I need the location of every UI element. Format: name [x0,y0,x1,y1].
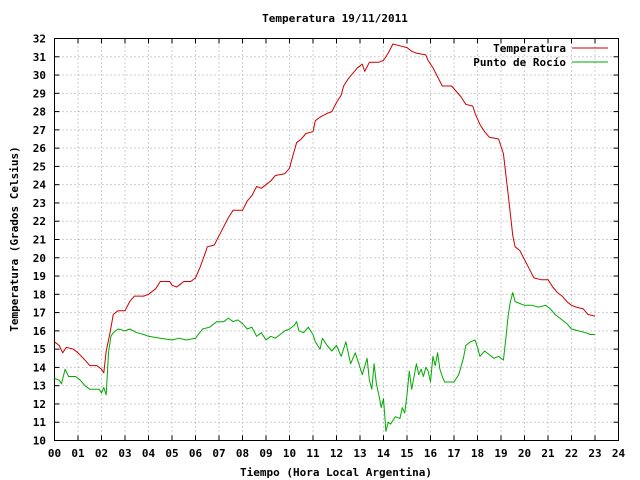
series-line-punto-de-rocio [54,292,595,432]
x-tick-label: 12 [330,447,343,460]
x-tick-label: 15 [400,447,413,460]
y-tick-label: 15 [33,343,46,356]
x-tick-label: 02 [95,447,108,460]
x-axis-label: Tiempo (Hora Local Argentina) [240,466,432,479]
series-line-temperatura [54,43,596,374]
y-tick-label: 31 [33,51,47,64]
y-tick-label: 12 [33,398,46,411]
x-tick-label: 24 [612,447,626,460]
y-tick-label: 25 [33,160,46,173]
y-tick-label: 14 [33,361,47,374]
y-tick-label: 18 [33,288,46,301]
y-tick-label: 11 [33,416,47,429]
x-tick-label: 09 [259,447,272,460]
x-tick-label: 21 [541,447,555,460]
y-tick-label: 19 [33,270,46,283]
x-tick-label: 22 [565,447,578,460]
y-tick-label: 13 [33,380,46,393]
y-tick-label: 30 [33,69,46,82]
x-tick-label: 17 [447,447,460,460]
axis-ticks [54,38,619,441]
y-tick-label: 17 [33,307,46,320]
x-tick-label: 01 [71,447,85,460]
x-tick-label: 16 [424,447,438,460]
x-tick-label: 11 [306,447,320,460]
x-tick-label: 19 [494,447,507,460]
x-tick-label: 04 [142,447,156,460]
y-tick-label: 23 [33,197,46,210]
grid-lines [54,38,619,441]
y-tick-label: 27 [33,124,46,137]
x-tick-label: 00 [48,447,61,460]
legend-label: Punto de Rocío [473,56,566,69]
y-tick-label: 21 [33,234,47,247]
x-tick-label: 13 [353,447,366,460]
x-tick-label: 08 [236,447,249,460]
x-tick-label: 10 [283,447,296,460]
series-lines [54,43,596,432]
chart-title: Temperatura 19/11/2011 [262,12,408,25]
x-tick-labels: 00 01 02 03 04 05 06 07 08 09 10 11 12 13 14 15 16 17 18 19… [48,447,626,460]
y-tick-label: 22 [33,215,46,228]
x-tick-label: 03 [118,447,131,460]
y-axis-label: Temperatura (Grados Celsius) [8,146,21,331]
x-tick-label: 23 [588,447,601,460]
y-tick-label: 16 [33,325,47,338]
x-tick-label: 14 [377,447,391,460]
y-tick-label: 29 [33,87,46,100]
y-tick-label: 10 [33,435,46,448]
x-tick-label: 05 [165,447,178,460]
x-tick-label: 20 [518,447,531,460]
x-tick-label: 07 [212,447,225,460]
y-tick-label: 28 [33,106,46,119]
y-tick-label: 20 [33,252,46,265]
x-tick-label: 18 [471,447,484,460]
y-tick-label: 32 [33,33,46,46]
y-tick-labels: 10 11 12 13 14 15 16 17 18 19 20 21 22 23 24 25 26 27 28 29… [33,33,47,448]
x-tick-label: 06 [189,447,203,460]
y-tick-label: 26 [33,142,47,155]
y-tick-label: 24 [33,179,47,192]
legend-label: Temperatura [493,42,566,55]
